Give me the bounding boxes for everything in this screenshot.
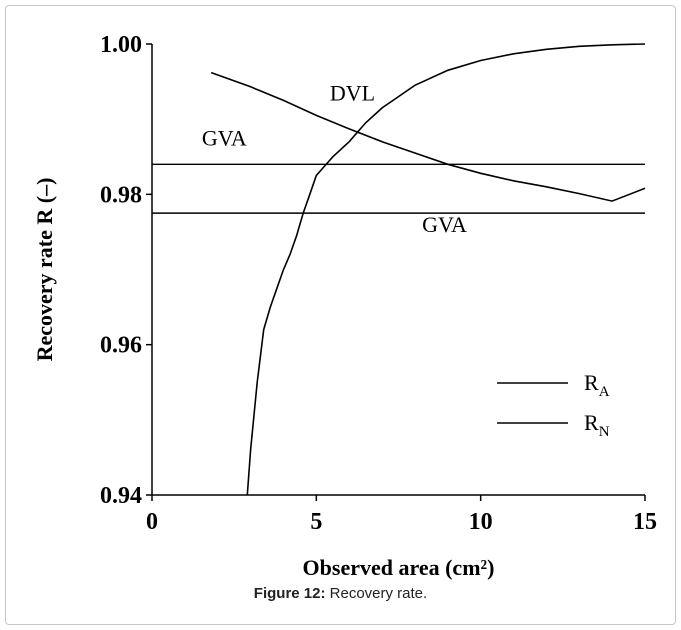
y-tick-label: 1.00 (100, 32, 142, 58)
x-tick-label: 10 (469, 509, 493, 535)
legend-label: RA (584, 370, 610, 400)
y-tick-label: 0.98 (100, 182, 142, 208)
chart-annotations: GVA GVA DVL (202, 80, 467, 237)
chart-ticks: 0.94 0.96 0.98 1.00 0 5 10 15 (100, 32, 657, 535)
series-line-r-n (210, 71, 646, 202)
annotation-label: GVA (202, 125, 247, 150)
legend-label: RN (584, 410, 610, 440)
x-tick-label: 0 (146, 509, 158, 535)
figure-caption: Figure 12: Recovery rate. (0, 585, 681, 602)
x-tick-label: 5 (310, 509, 322, 535)
chart-series (210, 43, 646, 496)
reference-lines (152, 163, 645, 214)
y-axis-label: Recovery rate R (–) (32, 178, 57, 362)
figure-frame (5, 5, 676, 625)
chart-legend: RA RN (497, 370, 610, 440)
annotation-label: GVA (422, 212, 467, 237)
y-tick-label: 0.96 (100, 333, 142, 359)
caption-label: Figure 12: (253, 585, 326, 602)
chart-axes (151, 44, 645, 496)
series-line-r-a (246, 43, 646, 496)
annotation-label: DVL (330, 80, 375, 105)
y-tick-label: 0.94 (100, 483, 142, 509)
x-tick-label: 15 (633, 509, 657, 535)
chart-svg: 0.94 0.96 0.98 1.00 0 5 10 15 GVA GVA DVL RA RN Ob… (32, 32, 657, 580)
x-axis-label: Observed area (cm²) (303, 555, 495, 580)
caption-text: Recovery rate. (325, 585, 428, 602)
